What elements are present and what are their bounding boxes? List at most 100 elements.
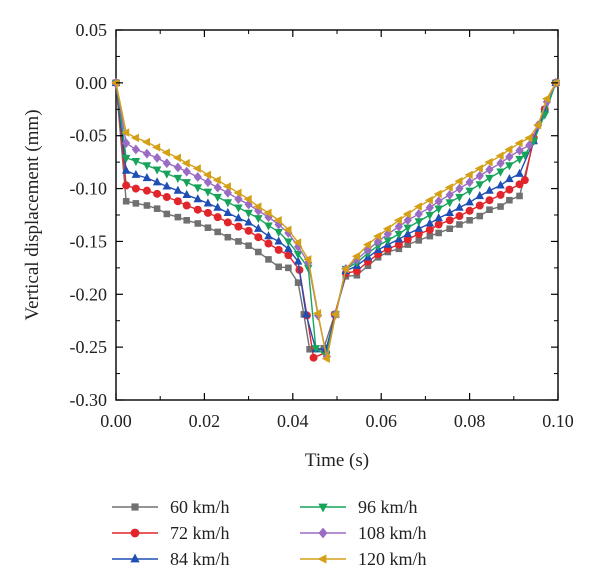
data-point [122, 138, 131, 149]
data-point [142, 162, 152, 171]
data-point [520, 151, 530, 160]
data-point [182, 201, 191, 210]
data-point [382, 224, 391, 234]
data-point [455, 183, 464, 194]
data-point [193, 184, 203, 193]
axis-ticks [115, 29, 559, 401]
series-layer [111, 77, 561, 364]
data-point [213, 193, 222, 203]
data-point [173, 174, 183, 183]
data-point [275, 263, 282, 271]
data-point [455, 193, 464, 203]
data-point [495, 151, 504, 161]
data-point [234, 222, 243, 231]
data-point [434, 213, 443, 222]
data-point [223, 187, 232, 198]
x-tick-label: 0.00 [100, 411, 132, 431]
legend-label: 96 km/h [358, 497, 418, 517]
data-point [153, 205, 161, 212]
data-point [496, 158, 505, 169]
data-point [193, 194, 203, 203]
data-point [203, 198, 213, 207]
data-point [497, 203, 504, 210]
data-point [496, 168, 505, 177]
data-point [426, 232, 434, 240]
data-point [183, 217, 190, 224]
data-point [444, 183, 453, 192]
data-point [264, 222, 273, 231]
data-point [132, 200, 140, 207]
data-point [445, 207, 454, 216]
data-point [143, 202, 151, 209]
data-point [515, 180, 524, 189]
legend-marker [318, 527, 328, 539]
legend-item: 96 km/h [300, 497, 418, 517]
x-tick-label: 0.06 [365, 411, 397, 431]
data-point [213, 213, 222, 222]
data-point [285, 264, 292, 272]
legend-item: 120 km/h [300, 549, 427, 569]
plot-area [111, 29, 561, 401]
y-tick-label: -0.05 [70, 126, 108, 146]
data-point [373, 231, 382, 241]
legend-label: 84 km/h [170, 549, 230, 569]
data-point [273, 216, 282, 225]
data-point [465, 187, 474, 196]
data-point [506, 196, 513, 204]
data-point [172, 153, 181, 163]
series-120-km-h [111, 78, 559, 364]
legend-item: 84 km/h [112, 549, 230, 569]
data-point [141, 137, 151, 147]
data-point [212, 175, 221, 185]
data-point [235, 238, 242, 245]
data-point [485, 196, 494, 205]
legend-marker [130, 528, 140, 538]
data-point [162, 181, 172, 190]
data-point [424, 195, 433, 205]
legend-label: 72 km/h [170, 523, 230, 543]
data-point [475, 201, 484, 210]
data-point [152, 166, 162, 175]
legend: 60 km/h 72 km/h 84 km/h 96 km/h 108 km/h 120 … [112, 497, 427, 569]
data-point [505, 162, 514, 171]
data-point [203, 188, 213, 197]
data-point [244, 217, 253, 226]
data-point [142, 148, 152, 159]
data-point [504, 145, 513, 154]
data-point [255, 248, 262, 256]
data-point [161, 148, 170, 157]
data-point [121, 128, 130, 137]
data-point [192, 164, 201, 173]
data-point [330, 310, 339, 319]
data-point [234, 204, 243, 213]
x-tick-label: 0.08 [454, 411, 486, 431]
data-point [525, 140, 534, 151]
data-point [264, 231, 273, 240]
data-point [505, 151, 514, 162]
data-point [162, 170, 172, 179]
legend-marker [318, 503, 328, 513]
data-point [213, 202, 222, 211]
data-point [321, 354, 330, 364]
data-point [163, 210, 171, 218]
data-point [464, 170, 473, 180]
data-point [515, 155, 524, 164]
data-point [425, 225, 434, 234]
data-point [283, 225, 292, 235]
data-point [505, 185, 514, 194]
data-point [131, 169, 141, 178]
data-point [309, 353, 318, 362]
y-axis-title: Vertical displacement (mm) [22, 109, 43, 320]
data-point [204, 224, 212, 231]
data-point [475, 190, 485, 200]
legend-label: 108 km/h [358, 523, 427, 543]
data-point [496, 180, 505, 189]
data-point [414, 223, 424, 232]
data-point [131, 157, 141, 167]
data-point [362, 240, 372, 249]
data-point [312, 309, 322, 318]
data-point [223, 218, 232, 227]
data-point [413, 202, 422, 211]
data-point [515, 145, 524, 156]
